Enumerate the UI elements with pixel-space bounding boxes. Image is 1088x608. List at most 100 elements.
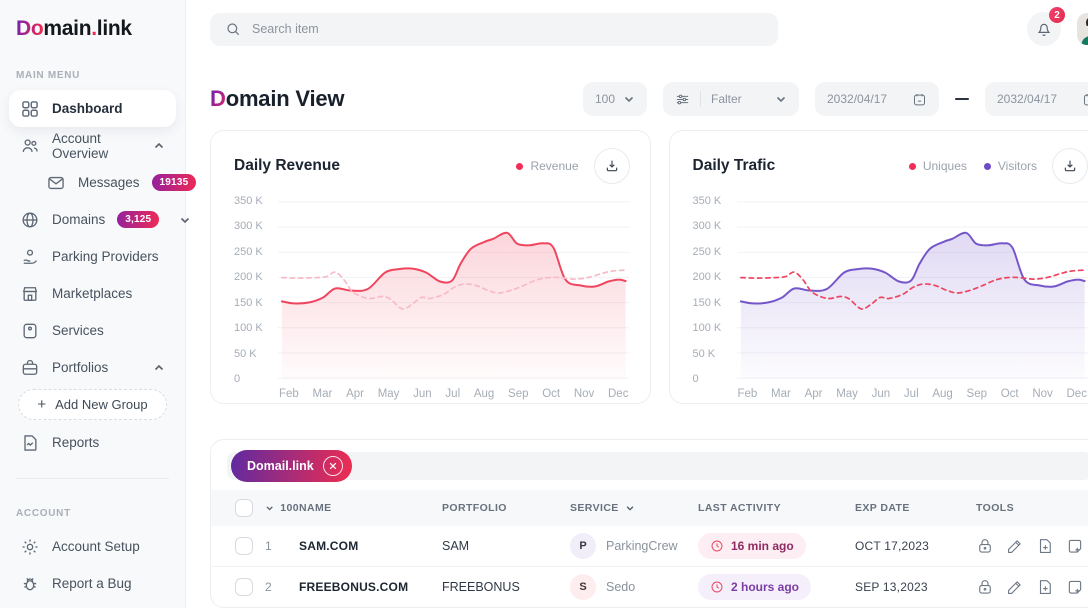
plus-icon: + xyxy=(37,396,47,413)
active-filters-bar: Domail.link xyxy=(227,450,1088,482)
row-tools xyxy=(976,578,1084,596)
legend-item: Visitors xyxy=(983,159,1037,173)
gear-icon xyxy=(22,539,38,554)
sidebar-item-parking-providers[interactable]: Parking Providers xyxy=(9,238,176,275)
sidebar-item-report-a-bug[interactable]: Report a Bug xyxy=(9,565,176,602)
x-tick-label: Aug xyxy=(473,388,495,400)
lock-icon[interactable] xyxy=(976,537,994,555)
note-add-icon[interactable] xyxy=(1066,578,1084,596)
file-add-icon[interactable] xyxy=(1036,578,1054,596)
x-tick-label: Oct xyxy=(1000,388,1019,400)
bug-icon xyxy=(23,577,37,590)
chevron-down-icon xyxy=(266,506,273,511)
edit-pencil-icon[interactable] xyxy=(1006,578,1024,596)
service-name: Sedo xyxy=(606,580,636,594)
y-tick-label: 100 K xyxy=(692,322,722,335)
people-icon xyxy=(22,138,38,152)
date-from-picker[interactable]: 2032/04/17 xyxy=(815,82,939,116)
column-header-count[interactable]: 100 xyxy=(265,502,299,514)
page-size-select[interactable]: 100 xyxy=(583,82,647,116)
remove-filter-button[interactable] xyxy=(322,456,343,476)
row-checkbox[interactable] xyxy=(235,537,253,555)
filter-dropdown[interactable]: Falter xyxy=(663,82,799,116)
sidebar-item-messages[interactable]: Messages 19135 xyxy=(9,164,197,201)
sidebar-item-label: Services xyxy=(52,323,104,338)
storefront-icon xyxy=(22,286,38,301)
table-row: 2 FREEBONUS.COM FREEBONUS S Sedo 2 hours… xyxy=(211,567,1088,607)
filter-tag-label: Domail.link xyxy=(247,459,314,473)
filter-tag[interactable]: Domail.link xyxy=(231,450,352,482)
column-header-last-activity: LAST ACTIVITY xyxy=(698,502,781,514)
y-tick-label: 150 K xyxy=(692,296,722,309)
x-tick-label: Aug xyxy=(932,388,953,400)
x-tick-label: Sep xyxy=(508,388,529,400)
y-tick-label: 150 K xyxy=(234,296,263,309)
date-to-picker[interactable]: 2032/04/17 xyxy=(985,82,1088,116)
x-tick-label: Mar xyxy=(771,388,791,400)
y-axis: 350 K 300 K 250 K 200 K 150 K 100 K 50 K 0 xyxy=(693,194,729,386)
chart-canvas xyxy=(736,201,1088,379)
charts-row: Daily Revenue Revenue 350 K 300 K 250 K 200… xyxy=(210,130,1088,404)
sidebar-item-dashboard[interactable]: Dashboard xyxy=(9,90,176,127)
file-add-icon[interactable] xyxy=(1036,537,1054,555)
legend-dot xyxy=(983,162,991,170)
sidebar-item-account-setup[interactable]: Account Setup xyxy=(9,528,176,565)
download-icon xyxy=(606,160,617,172)
last-activity-text: 2 hours ago xyxy=(731,580,800,594)
sliders-icon xyxy=(676,94,689,104)
service-initial-badge: S xyxy=(570,574,596,600)
legend-item: Uniques xyxy=(908,159,967,173)
domains-table-card: Domail.link 100 NAME PORTFOLIO SERVICE L… xyxy=(210,439,1088,608)
row-number: 2 xyxy=(265,580,272,594)
logo-main-text: main xyxy=(43,17,92,40)
chart-plot-area: 350 K 300 K 250 K 200 K 150 K 100 K 50 K 0 Feb M… xyxy=(211,188,650,400)
sidebar-item-portfolios[interactable]: Portfolios xyxy=(9,349,176,386)
last-activity-badge: 16 min ago xyxy=(698,533,806,559)
chevron-up-icon xyxy=(154,142,164,148)
column-header-service[interactable]: SERVICE xyxy=(570,502,698,514)
row-checkbox[interactable] xyxy=(235,578,253,596)
service-cell: S Sedo xyxy=(570,574,698,600)
download-chart-button[interactable] xyxy=(593,148,630,184)
avatar[interactable] xyxy=(1077,13,1088,45)
sidebar-item-label: Dashboard xyxy=(52,101,123,116)
add-new-group-button[interactable]: + Add New Group xyxy=(18,389,167,420)
sidebar-item-label: Messages xyxy=(78,175,140,190)
sidebar-item-services[interactable]: Services xyxy=(9,312,176,349)
date-from-value: 2032/04/17 xyxy=(827,92,888,106)
close-icon xyxy=(329,462,336,470)
sidebar-item-label: Domains xyxy=(52,212,106,227)
date-to-value: 2032/04/17 xyxy=(997,92,1058,106)
y-tick-label: 200 K xyxy=(692,271,722,284)
sidebar-item-label: Account Overview xyxy=(52,130,109,161)
sidebar-item-account-overview[interactable]: Account Overview xyxy=(9,127,176,164)
download-chart-button[interactable] xyxy=(1052,148,1088,184)
search-input[interactable] xyxy=(252,22,763,36)
service-initial-badge: P xyxy=(570,533,596,559)
topbar: 2 xyxy=(210,7,1088,46)
lock-icon[interactable] xyxy=(976,578,994,596)
clock-icon xyxy=(711,581,723,593)
sidebar-item-reports[interactable]: Reports xyxy=(9,424,176,461)
sidebar-item-label: Account Setup xyxy=(52,539,140,554)
x-tick-label: Dec xyxy=(608,388,629,400)
daily-trafic-chart-card: Daily Trafic Uniques Visitors 350 K 300 K 2… xyxy=(668,130,1088,404)
domain-name: SAM.COM xyxy=(299,539,359,553)
calendar-icon xyxy=(914,93,925,105)
notifications-button[interactable]: 2 xyxy=(1027,7,1065,46)
note-add-icon[interactable] xyxy=(1066,537,1084,555)
select-all-checkbox[interactable] xyxy=(235,499,253,517)
sidebar-item-marketplaces[interactable]: Marketplaces xyxy=(9,275,176,312)
logo-suffix-text: link xyxy=(96,17,132,40)
sidebar-item-domains[interactable]: Domains 3,125 xyxy=(9,201,190,238)
column-header-tools: TOOLS xyxy=(976,502,1014,514)
sidebar-item-label: Reports xyxy=(52,435,100,450)
legend-item: Revenue xyxy=(516,159,579,173)
column-header-name: NAME xyxy=(299,502,332,514)
search-bar[interactable] xyxy=(210,12,778,46)
y-tick-label: 350 K xyxy=(692,195,722,207)
chevron-down-icon xyxy=(626,506,634,511)
column-header-portfolio: PORTFOLIO xyxy=(442,502,507,514)
edit-pencil-icon[interactable] xyxy=(1006,537,1024,555)
domain-name: FREEBONUS.COM xyxy=(299,580,409,594)
